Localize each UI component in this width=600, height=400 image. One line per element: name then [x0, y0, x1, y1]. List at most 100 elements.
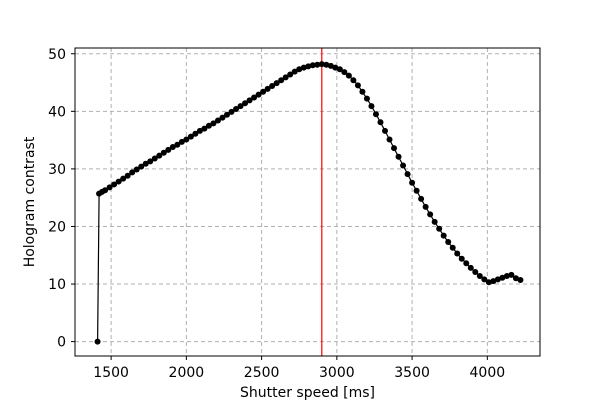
data-point — [350, 77, 357, 84]
x-tick-label: 2500 — [244, 365, 280, 381]
data-point — [517, 277, 524, 284]
data-point — [508, 271, 515, 278]
y-tick-label: 0 — [57, 335, 66, 351]
data-point — [413, 187, 420, 194]
y-tick-label: 10 — [48, 277, 66, 293]
data-point — [187, 133, 194, 140]
grid-layer — [75, 48, 540, 356]
data-point — [269, 82, 276, 89]
data-point — [201, 125, 208, 132]
data-point — [472, 268, 479, 275]
data-point — [133, 166, 140, 173]
data-point — [305, 63, 312, 70]
data-point — [165, 146, 172, 153]
data-point — [372, 111, 379, 118]
y-tick-label: 20 — [48, 219, 66, 235]
data-point — [219, 114, 226, 121]
data-point — [490, 278, 497, 285]
data-point — [287, 71, 294, 78]
data-point — [354, 82, 361, 89]
data-point — [106, 184, 113, 191]
data-point — [246, 97, 253, 104]
data-point — [427, 211, 434, 218]
data-point — [494, 276, 501, 283]
data-point — [341, 69, 348, 76]
data-point — [233, 106, 240, 113]
data-point — [264, 85, 271, 92]
data-point — [174, 141, 181, 148]
data-point — [503, 272, 510, 279]
data-point — [228, 108, 235, 115]
x-axis-label: Shutter speed [ms] — [240, 385, 375, 400]
data-point — [422, 203, 429, 210]
data-point — [309, 62, 316, 69]
data-point — [386, 136, 393, 143]
data-point — [467, 264, 474, 271]
series-line — [97, 63, 521, 342]
x-tick-label: 3500 — [394, 365, 430, 381]
data-point — [160, 149, 167, 156]
data-point — [278, 77, 285, 84]
data-point — [255, 91, 262, 98]
data-point — [242, 100, 249, 107]
data-point — [481, 276, 488, 283]
data-point — [237, 103, 244, 110]
data-point — [454, 250, 461, 257]
data-point — [129, 169, 136, 176]
data-point — [142, 160, 149, 167]
data-point — [476, 272, 483, 279]
data-point — [327, 62, 334, 69]
data-point — [363, 95, 370, 102]
data-point — [151, 155, 158, 162]
data-point — [395, 153, 402, 160]
data-point — [102, 187, 109, 194]
data-point — [409, 179, 416, 186]
y-tick-label: 50 — [48, 47, 66, 63]
data-point — [196, 127, 203, 134]
data-point — [449, 244, 456, 251]
data-point — [431, 218, 438, 225]
data-point — [210, 120, 217, 127]
data-point — [418, 195, 425, 202]
data-point — [138, 163, 145, 170]
data-point — [124, 172, 131, 179]
data-point — [115, 178, 122, 185]
data-point — [147, 158, 154, 165]
data-point — [273, 80, 280, 87]
data-point — [345, 72, 352, 79]
data-point — [458, 255, 465, 262]
data-point — [260, 88, 267, 95]
series-layer — [94, 61, 524, 345]
data-point — [120, 175, 127, 182]
data-point — [291, 68, 298, 75]
data-point — [223, 111, 230, 118]
data-point — [183, 136, 190, 143]
data-point — [318, 61, 325, 68]
data-point — [192, 130, 199, 137]
data-point — [323, 61, 330, 68]
data-point — [436, 225, 443, 232]
data-point — [440, 232, 447, 239]
data-point — [214, 117, 221, 124]
data-point — [300, 64, 307, 71]
data-point — [94, 338, 101, 345]
data-point — [282, 74, 289, 81]
data-point — [485, 279, 492, 286]
data-point — [400, 162, 407, 169]
data-point — [296, 66, 303, 73]
data-point — [445, 239, 452, 246]
data-point — [368, 103, 375, 110]
data-point — [336, 66, 343, 73]
y-tick-label: 30 — [48, 162, 66, 178]
data-point — [156, 152, 163, 159]
data-point — [251, 94, 258, 101]
data-point — [463, 260, 470, 267]
data-point — [111, 181, 118, 188]
data-point — [377, 119, 384, 126]
data-point — [332, 64, 339, 71]
data-point — [178, 138, 185, 145]
x-tick-label: 1500 — [93, 365, 129, 381]
x-tick-label: 4000 — [470, 365, 506, 381]
data-point — [359, 88, 366, 95]
